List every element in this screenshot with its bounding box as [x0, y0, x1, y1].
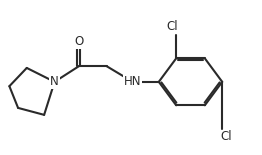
Text: O: O: [74, 35, 84, 48]
Text: Cl: Cl: [166, 20, 178, 33]
Text: HN: HN: [124, 75, 141, 88]
Text: Cl: Cl: [220, 131, 232, 144]
Text: N: N: [50, 75, 59, 88]
